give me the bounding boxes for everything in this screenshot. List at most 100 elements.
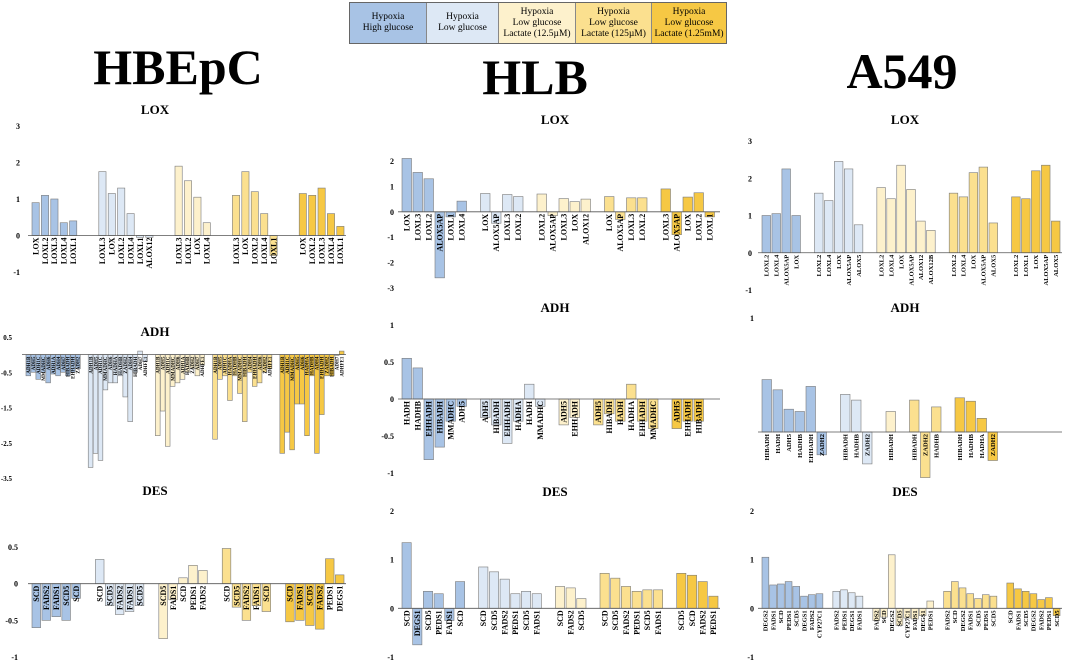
gene-label: SCD [262,585,271,601]
bar [660,188,671,213]
gene-label: HADHB [797,433,804,458]
gene-label: LOXL4 [260,238,269,265]
bar [336,226,345,236]
legend-entry-line: Lactate (125µM) [581,28,646,39]
bar [317,187,326,236]
gene-label: SCD5 [975,610,982,627]
bar [769,584,777,609]
gene-label: HADH [616,400,625,425]
gene-label: PEDS1 [632,610,641,634]
legend-entry-line: Low glucose [512,17,562,28]
gene-label: SCD5 [643,610,652,630]
gene-label: LOXL2 [878,255,885,277]
gene-label: SCD5 [159,586,168,606]
bar [653,589,663,609]
bar [137,350,143,355]
bar [805,386,816,433]
y-tick-label: 2 [748,174,752,183]
gene-label: ALOX12 [145,238,154,269]
gene-label: ZADH2 [124,356,129,373]
legend-entry-line: Hypoxia [371,12,405,22]
gene-label: PEDS1 [928,610,935,630]
gene-label: ADHFE1 [144,356,149,377]
gene-label: EHHADH [808,434,815,463]
gene-label: LOX [684,214,693,232]
bar [456,200,467,213]
bar [843,168,854,254]
bar [241,171,250,236]
gene-label: HADHB [186,356,191,375]
bar [851,399,862,433]
gene-label: HIBADH [67,357,72,377]
gene-label: HIBADH [605,400,614,433]
bar [401,542,412,609]
gene-label: ADH6 [258,356,263,370]
gene-label: DEGS1 [801,610,808,631]
bar [569,201,580,213]
y-tick-label: 1 [390,321,394,330]
y-tick-label: -1 [387,653,394,662]
bar [781,168,791,254]
gene-label: SCD5 [135,586,144,606]
gene-label: MMADHC [291,356,296,381]
gene-label: LOXL2 [425,214,434,241]
legend-entry-line: Lactate (1.25mM) [654,28,724,39]
bar [966,593,974,609]
gene-label: LOXL2 [184,238,193,265]
gene-label: CYP27C1 [817,610,824,638]
gene-label: HADHA [627,401,636,431]
bar [697,581,708,609]
gene-label: SCD5 [577,610,586,630]
gene-label: LOXL2 [308,238,317,265]
bar [524,383,535,400]
gene-label: ADHFE1 [268,356,273,377]
bar [565,587,576,609]
bar [1051,220,1061,254]
y-tick-label: -2.5 [1,440,13,448]
gene-label: SCD5 [105,586,114,606]
bar [423,590,433,609]
gene-label: HIBADH [134,357,139,377]
bar [887,554,896,609]
bar [536,193,547,213]
gene-label: ADH5 [296,356,301,370]
bar [599,572,610,609]
gene-label: ALOX5AP [908,255,915,286]
y-tick-label: 0 [390,208,394,217]
bar [1021,198,1031,254]
gene-label: FADS2 [566,610,575,634]
gene-label: ADH1C [99,356,104,374]
gene-label: LOXL3 [414,214,423,241]
gene-label: HADHB [854,433,861,458]
y-tick-label: 2 [16,159,20,168]
gene-label: LOXL2 [41,238,50,265]
bar [848,592,856,609]
gene-label: MMADHC [171,356,176,381]
gene-label: LOXL4 [60,238,69,265]
bar [642,589,653,609]
gene-label: LOXL3 [317,238,326,265]
y-tick-label: 2 [390,157,394,166]
bar [708,595,719,609]
y-tick-label: 0 [390,395,394,404]
bar [513,196,524,213]
gene-label: LOXL1 [336,238,345,265]
gene-label: SCD [286,585,295,601]
gene-label: ADH5 [219,356,224,370]
gene-label: LOXL1 [447,214,456,241]
gene-label: ADH1C [37,356,42,374]
gene-label: LOXL1 [69,238,78,265]
legend-entry-line: Low glucose [438,23,487,33]
legend-entry: Hypoxia Low glucose Lactate (125µM) [576,3,652,43]
gene-label: LOX [571,214,580,232]
gene-label: HADH [525,400,534,425]
gene-label: LOXL2 [538,214,547,241]
gene-label: LOXL2 [1013,255,1020,277]
gene-label: SCD [222,585,231,601]
bar [834,161,844,254]
bar [1045,597,1053,609]
gene-label: HIBADH [244,357,249,377]
bar [576,598,587,609]
bar [1021,590,1030,609]
legend-entry-line: Hypoxia [597,6,630,17]
